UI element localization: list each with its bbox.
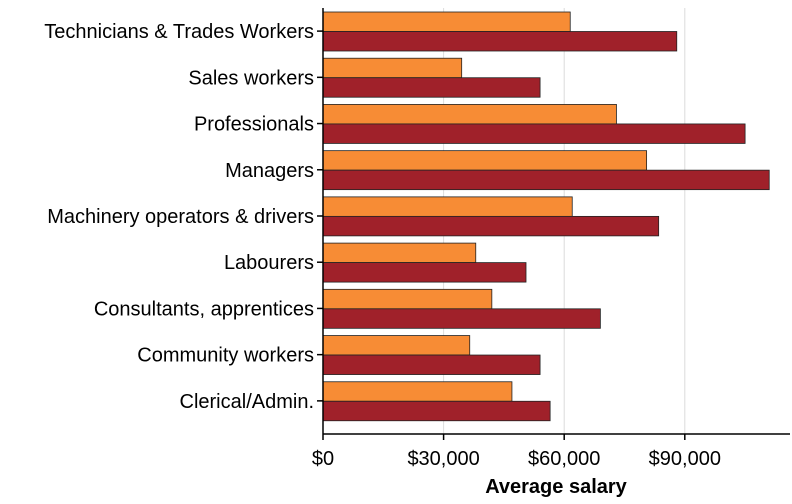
bar-series-1: [322, 288, 493, 310]
category-labels: Technicians & Trades Workers Sales worker…: [44, 21, 323, 413]
bar-series-1: [322, 196, 573, 217]
category-label: Labourers: [224, 252, 314, 274]
bar-series-1: [322, 335, 471, 356]
category-label: Clerical/Admin.: [180, 391, 314, 413]
bar-series-2: [322, 354, 541, 375]
category-label: Professionals: [194, 114, 314, 136]
bar-series-1: [322, 150, 648, 171]
bar-series-2: [322, 123, 746, 144]
bar-series-2: [322, 77, 541, 98]
bar-series-2: [322, 169, 770, 191]
bar-series-2: [322, 215, 660, 237]
category-label: Technicians & Trades Workers: [44, 21, 314, 43]
x-tick-label: $60,000: [528, 448, 600, 470]
category-label: Consultants, apprentices: [94, 298, 314, 320]
bars: [322, 11, 770, 422]
category-label: Managers: [225, 160, 314, 182]
bar-series-2: [322, 262, 527, 283]
x-tick-label: $0: [312, 448, 334, 470]
bar-series-2: [322, 308, 601, 329]
bar-series-1: [322, 242, 477, 264]
bar-series-1: [322, 57, 463, 79]
x-ticks: $0 $30,000 $60,000 $90,000: [312, 434, 721, 470]
x-tick-label: $30,000: [407, 448, 479, 470]
x-axis-title: Average salary: [485, 476, 627, 498]
bar-series-1: [322, 104, 617, 125]
bar-series-1: [322, 381, 513, 402]
x-tick-label: $90,000: [649, 448, 721, 470]
bar-series-1: [322, 11, 571, 32]
bar-series-2: [322, 400, 551, 422]
bar-series-2: [322, 31, 678, 52]
axes: [322, 8, 790, 435]
category-label: Sales workers: [188, 67, 314, 89]
category-label: Community workers: [137, 345, 314, 367]
category-label: Machinery operators & drivers: [47, 206, 314, 228]
